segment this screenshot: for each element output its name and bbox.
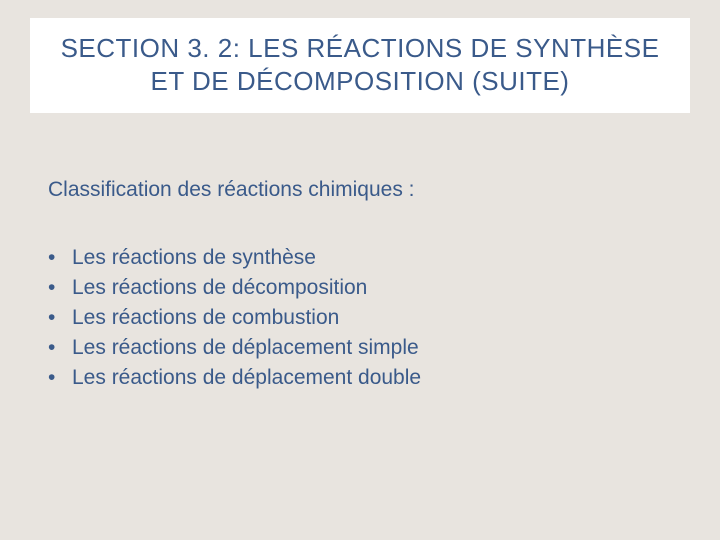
bullet-icon: •	[48, 246, 72, 270]
bullet-icon: •	[48, 276, 72, 300]
bullet-list: • Les réactions de synthèse • Les réacti…	[48, 246, 421, 396]
bullet-label: Les réactions de déplacement double	[72, 366, 421, 390]
list-item: • Les réactions de synthèse	[48, 246, 421, 270]
slide-title: SECTION 3. 2: LES RÉACTIONS DE SYNTHÈSE …	[50, 32, 670, 97]
bullet-label: Les réactions de déplacement simple	[72, 336, 419, 360]
title-line-1: SECTION 3. 2: LES RÉACTIONS DE SYNTHÈSE	[61, 33, 660, 63]
subtitle-text: Classification des réactions chimiques :	[48, 178, 415, 202]
bullet-icon: •	[48, 366, 72, 390]
bullet-label: Les réactions de décomposition	[72, 276, 367, 300]
bullet-icon: •	[48, 306, 72, 330]
list-item: • Les réactions de décomposition	[48, 276, 421, 300]
title-line-2: ET DE DÉCOMPOSITION (SUITE)	[151, 66, 570, 96]
list-item: • Les réactions de déplacement double	[48, 366, 421, 390]
list-item: • Les réactions de combustion	[48, 306, 421, 330]
bullet-label: Les réactions de synthèse	[72, 246, 316, 270]
bullet-icon: •	[48, 336, 72, 360]
list-item: • Les réactions de déplacement simple	[48, 336, 421, 360]
title-box: SECTION 3. 2: LES RÉACTIONS DE SYNTHÈSE …	[30, 18, 690, 113]
bullet-label: Les réactions de combustion	[72, 306, 339, 330]
